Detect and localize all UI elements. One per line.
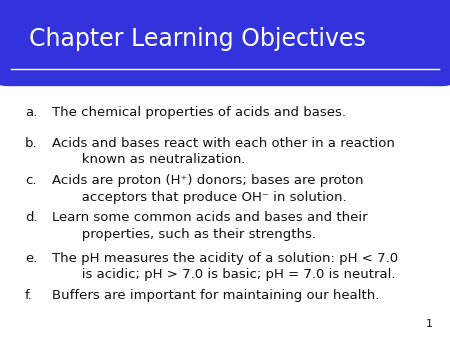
Text: f.: f. (25, 289, 32, 302)
Text: d.: d. (25, 211, 37, 224)
Text: The chemical properties of acids and bases.: The chemical properties of acids and bas… (52, 106, 346, 119)
Text: e.: e. (25, 252, 37, 265)
Text: Acids are proton (H⁺) donors; bases are proton
       acceptors that produce OH⁻: Acids are proton (H⁺) donors; bases are … (52, 174, 363, 203)
Text: Chapter Learning Objectives: Chapter Learning Objectives (29, 27, 366, 51)
Text: c.: c. (25, 174, 36, 187)
FancyBboxPatch shape (0, 0, 450, 86)
Text: Learn some common acids and bases and their
       properties, such as their str: Learn some common acids and bases and th… (52, 211, 367, 241)
Text: 1: 1 (426, 318, 433, 329)
Text: a.: a. (25, 106, 37, 119)
Text: The pH measures the acidity of a solution: pH < 7.0
       is acidic; pH > 7.0 i: The pH measures the acidity of a solutio… (52, 252, 398, 281)
Text: b.: b. (25, 137, 37, 150)
Text: Acids and bases react with each other in a reaction
       known as neutralizati: Acids and bases react with each other in… (52, 137, 395, 166)
Text: Buffers are important for maintaining our health.: Buffers are important for maintaining ou… (52, 289, 379, 302)
